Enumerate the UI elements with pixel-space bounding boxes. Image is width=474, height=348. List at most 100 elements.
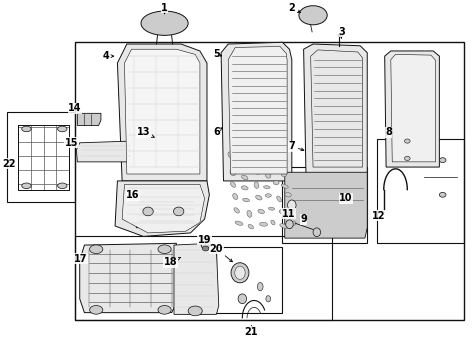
Text: 22: 22 [2, 159, 16, 168]
Ellipse shape [57, 126, 67, 132]
Ellipse shape [266, 296, 271, 302]
Text: 20: 20 [210, 244, 232, 262]
Ellipse shape [265, 173, 271, 178]
Ellipse shape [243, 198, 249, 202]
Bar [283, 167, 367, 243]
Polygon shape [137, 195, 198, 228]
Text: 13: 13 [137, 127, 154, 137]
Polygon shape [115, 181, 210, 236]
Ellipse shape [237, 160, 243, 164]
Ellipse shape [285, 193, 292, 197]
Text: 2: 2 [289, 3, 301, 13]
Text: 4: 4 [102, 51, 114, 61]
Ellipse shape [22, 183, 31, 189]
Ellipse shape [272, 169, 279, 172]
Ellipse shape [143, 207, 153, 216]
Polygon shape [304, 44, 367, 174]
Bar [18, 126, 69, 190]
Text: 15: 15 [65, 138, 79, 148]
Ellipse shape [269, 207, 274, 210]
Text: 18: 18 [164, 258, 181, 267]
Ellipse shape [264, 186, 270, 189]
Polygon shape [76, 141, 132, 162]
Polygon shape [118, 44, 207, 181]
Ellipse shape [277, 196, 282, 202]
Ellipse shape [404, 139, 410, 143]
Text: 19: 19 [198, 235, 211, 245]
Ellipse shape [255, 158, 262, 162]
Bar [217, 247, 283, 313]
Ellipse shape [22, 126, 31, 132]
Ellipse shape [313, 228, 320, 237]
Ellipse shape [158, 306, 171, 314]
Polygon shape [391, 54, 436, 162]
Ellipse shape [90, 245, 103, 254]
Ellipse shape [231, 263, 249, 283]
Text: 10: 10 [339, 193, 353, 203]
Bar [7, 112, 75, 202]
Ellipse shape [263, 164, 269, 170]
Ellipse shape [260, 222, 267, 226]
Ellipse shape [281, 173, 286, 177]
Ellipse shape [234, 208, 239, 213]
Ellipse shape [279, 210, 286, 214]
Text: 11: 11 [282, 209, 295, 219]
Polygon shape [174, 243, 219, 314]
Ellipse shape [141, 11, 188, 35]
Text: 8: 8 [385, 127, 392, 137]
Ellipse shape [291, 221, 296, 225]
Text: 5: 5 [213, 49, 222, 60]
Ellipse shape [258, 209, 264, 214]
Ellipse shape [201, 237, 210, 250]
Ellipse shape [235, 221, 243, 226]
Ellipse shape [337, 34, 341, 37]
Ellipse shape [271, 220, 275, 225]
Polygon shape [228, 46, 287, 174]
Bar [75, 236, 332, 319]
Ellipse shape [273, 181, 279, 185]
Ellipse shape [248, 224, 254, 229]
Text: 12: 12 [372, 211, 386, 221]
Ellipse shape [202, 246, 209, 251]
Ellipse shape [255, 195, 262, 200]
Ellipse shape [257, 283, 263, 291]
Bar [377, 139, 464, 243]
Ellipse shape [289, 208, 295, 213]
Text: 17: 17 [74, 254, 88, 264]
Ellipse shape [286, 220, 293, 229]
Polygon shape [80, 243, 179, 313]
Ellipse shape [241, 175, 248, 180]
Bar [75, 42, 464, 319]
Polygon shape [310, 50, 363, 167]
Polygon shape [285, 172, 367, 238]
Ellipse shape [253, 171, 261, 174]
Ellipse shape [230, 169, 236, 176]
Ellipse shape [254, 182, 259, 188]
Text: 16: 16 [126, 190, 140, 200]
Ellipse shape [247, 211, 252, 217]
Text: 6: 6 [213, 127, 222, 137]
Ellipse shape [299, 6, 327, 25]
Text: 1: 1 [161, 3, 168, 14]
Ellipse shape [439, 192, 446, 197]
Ellipse shape [280, 224, 288, 228]
Ellipse shape [188, 306, 202, 316]
Ellipse shape [246, 153, 252, 157]
Ellipse shape [230, 182, 236, 187]
Ellipse shape [158, 245, 171, 254]
Polygon shape [221, 42, 292, 181]
Ellipse shape [270, 157, 276, 160]
Ellipse shape [228, 152, 233, 158]
Text: 7: 7 [289, 141, 304, 151]
Ellipse shape [265, 194, 271, 197]
Polygon shape [77, 113, 101, 126]
Text: 14: 14 [68, 103, 82, 113]
Text: 9: 9 [300, 214, 307, 224]
Ellipse shape [57, 183, 67, 189]
Ellipse shape [439, 158, 446, 163]
Polygon shape [125, 49, 200, 174]
Ellipse shape [241, 186, 248, 190]
Polygon shape [385, 51, 439, 167]
Ellipse shape [235, 266, 245, 279]
Ellipse shape [281, 184, 288, 188]
